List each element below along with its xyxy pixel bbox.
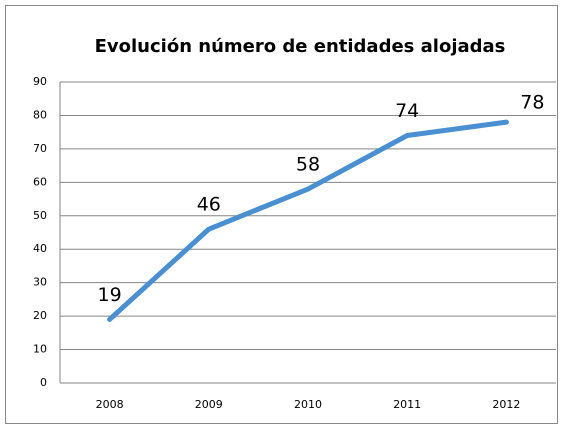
- y-tick-label: 0: [40, 376, 47, 389]
- y-tick-label: 90: [33, 75, 47, 88]
- data-label: 74: [395, 100, 419, 122]
- y-tick-label: 60: [33, 175, 47, 188]
- x-tick-label: 2008: [96, 398, 124, 411]
- data-label: 46: [197, 194, 221, 216]
- data-label: 58: [296, 154, 320, 176]
- x-tick-label: 2009: [195, 398, 223, 411]
- x-tick-label: 2010: [294, 398, 322, 411]
- x-tick-label: 2012: [492, 398, 520, 411]
- x-tick-label: 2011: [393, 398, 421, 411]
- y-tick-label: 30: [33, 276, 47, 289]
- line: [107, 119, 509, 322]
- data-label: 19: [98, 284, 122, 306]
- y-tick-label: 10: [33, 343, 47, 356]
- data-label: 78: [520, 92, 544, 114]
- y-tick-label: 50: [33, 209, 47, 222]
- y-tick-label: 40: [33, 242, 47, 255]
- y-tick-label: 20: [33, 309, 47, 322]
- chart-border: [5, 5, 558, 424]
- chart-title: Evolución número de entidades alojadas: [95, 36, 506, 57]
- y-tick-label: 70: [33, 142, 47, 155]
- y-tick-label: 80: [33, 108, 47, 121]
